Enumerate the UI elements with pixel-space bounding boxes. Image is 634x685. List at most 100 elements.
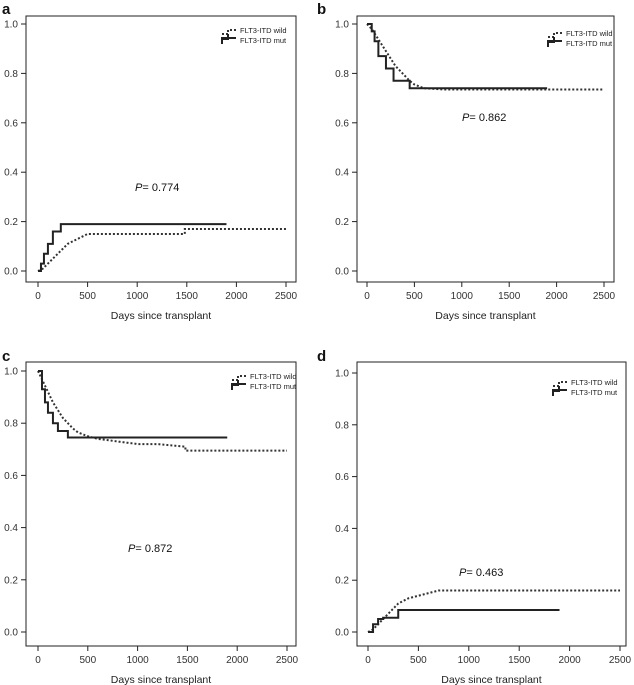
x-tick-label: 500 [79, 291, 96, 302]
panel-c: c 0.0 0.2 0.4 0.6 0.8 1.0 0 500 1000 1500 2000 2500 D… [2, 348, 299, 685]
p-value-symbol: P [462, 112, 470, 124]
y-tick-label: 0.6 [4, 471, 18, 482]
legend-mut-symbol [221, 34, 236, 44]
x-tick-label: 500 [79, 655, 96, 666]
legend-wild-symbol [232, 375, 246, 381]
x-tick-label: 2000 [225, 291, 248, 302]
x-tick-label: 2500 [275, 291, 298, 302]
series-flt3-itd-mut [368, 608, 560, 633]
legend-wild-symbol [222, 29, 236, 35]
series-flt3-itd-mut [367, 23, 548, 90]
x-axis-label: Days since transplant [111, 310, 211, 322]
y-tick-label: 0.2 [4, 575, 18, 586]
x-tick-label: 1000 [458, 655, 481, 666]
x-tick-label: 2500 [609, 655, 632, 666]
x-tick-label: 1500 [498, 291, 521, 302]
p-value-symbol: P [459, 567, 467, 579]
panel-letter: b [317, 1, 326, 18]
x-tick-label: 1000 [126, 291, 149, 302]
p-value: P= 0.862 [462, 112, 506, 124]
p-value: P= 0.872 [128, 543, 172, 555]
series-flt3-itd-mut [38, 223, 227, 272]
x-tick-label: 0 [35, 291, 41, 302]
p-value: P= 0.774 [135, 182, 179, 194]
x-tick-label: 500 [410, 655, 427, 666]
panel-letter: c [2, 348, 10, 365]
x-tick-label: 1500 [176, 291, 199, 302]
panel-b: b 0.0 0.2 0.4 0.6 0.8 1.0 0 500 1000 1500 2000 2500 D… [317, 1, 616, 322]
p-value-text: = 0.774 [142, 182, 179, 194]
y-tick-label: 1.0 [4, 20, 18, 31]
y-tick-label: 0.8 [4, 419, 18, 430]
legend-mut-symbol [552, 386, 567, 396]
p-value-text: = 0.862 [469, 112, 506, 124]
series-flt3-itd-wild [367, 589, 620, 633]
y-tick-label: 0.4 [4, 168, 18, 179]
x-tick-label: 2000 [545, 291, 568, 302]
legend-label-wild: FLT3-ITD wild [571, 378, 618, 387]
p-value-symbol: P [135, 182, 143, 194]
y-tick-label: 0.6 [335, 118, 349, 129]
y-tick-label: 0.0 [4, 267, 18, 278]
panel-d: d 0.0 0.2 0.4 0.6 0.8 1.0 0 500 1000 1500 2000 2500 D… [317, 348, 632, 685]
p-value: P= 0.463 [459, 567, 503, 579]
x-axis-label: Days since transplant [435, 310, 535, 322]
panel-a: a 0.0 0.2 0.4 0.6 0.8 1.0 0 500 1000 1500 2000 2500 D… [2, 1, 298, 322]
x-tick-label: 1500 [508, 655, 531, 666]
legend-wild-symbol [548, 32, 562, 38]
series-flt3-itd-wild [37, 370, 287, 452]
y-tick-label: 1.0 [4, 367, 18, 378]
x-tick-label: 0 [35, 655, 41, 666]
legend-label-mut: FLT3-ITD mut [566, 39, 613, 48]
series-flt3-itd-mut [38, 370, 228, 439]
x-tick-label: 0 [364, 291, 370, 302]
p-value-symbol: P [128, 543, 136, 555]
x-axis-label: Days since transplant [111, 674, 211, 685]
x-tick-label: 1000 [451, 291, 474, 302]
y-tick-label: 0.0 [4, 628, 18, 639]
legend-mut-symbol [231, 380, 246, 390]
x-tick-label: 0 [365, 655, 371, 666]
panel-letter: d [317, 348, 326, 365]
x-tick-label: 1000 [126, 655, 149, 666]
legend-mut-symbol [547, 37, 562, 47]
series-flt3-itd-wild [37, 228, 286, 272]
y-tick-label: 0.4 [335, 168, 349, 179]
legend-label-wild: FLT3-ITD wild [250, 372, 297, 381]
y-tick-label: 0.4 [335, 524, 349, 535]
legend-label-mut: FLT3-ITD mut [571, 388, 618, 397]
x-tick-label: 1500 [176, 655, 199, 666]
y-tick-label: 0.8 [4, 69, 18, 80]
legend-label-mut: FLT3-ITD mut [250, 382, 297, 391]
x-tick-label: 500 [406, 291, 423, 302]
legend-wild-symbol [553, 381, 567, 387]
y-tick-label: 0.4 [4, 523, 18, 534]
x-tick-label: 2500 [276, 655, 299, 666]
legend-label-wild: FLT3-ITD wild [240, 26, 287, 35]
plot-frame [356, 15, 615, 283]
y-tick-label: 0.6 [4, 118, 18, 129]
x-tick-label: 2500 [593, 291, 616, 302]
legend-label-mut: FLT3-ITD mut [240, 36, 287, 45]
plot-frame [25, 361, 297, 647]
y-tick-label: 0.6 [335, 472, 349, 483]
x-tick-label: 2000 [226, 655, 249, 666]
y-tick-label: 1.0 [335, 20, 349, 31]
plot-frame [356, 361, 627, 647]
x-axis-label: Days since transplant [441, 674, 541, 685]
y-tick-label: 0.2 [4, 217, 18, 228]
y-tick-label: 0.8 [335, 69, 349, 80]
y-tick-label: 0.8 [335, 420, 349, 431]
p-value-text: = 0.463 [466, 567, 503, 579]
y-tick-label: 1.0 [335, 369, 349, 380]
p-value-text: = 0.872 [135, 543, 172, 555]
y-tick-label: 0.2 [335, 217, 349, 228]
legend-label-wild: FLT3-ITD wild [566, 29, 613, 38]
panel-letter: a [2, 1, 11, 18]
x-tick-label: 2000 [558, 655, 581, 666]
